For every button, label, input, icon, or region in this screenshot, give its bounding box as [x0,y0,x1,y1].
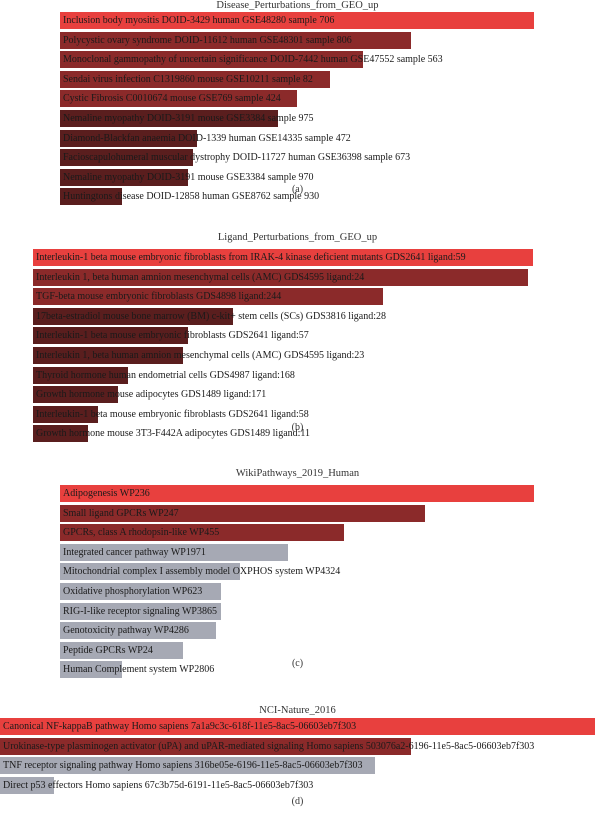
bar-label: Urokinase-type plasminogen activator (uP… [3,740,535,752]
bar [60,129,197,147]
bar [33,347,183,364]
bar [33,307,233,325]
bar-label: Peptide GPCRs WP24 [63,644,153,656]
bar-label: Interleukin-1 beta mouse embryonic fibro… [36,252,466,263]
bar [60,641,183,659]
bar-label: Genotoxicity pathway WP4286 [63,625,189,637]
bar [33,386,118,404]
bar-label: Cystic Fibrosis C0010674 mouse GSE769 sa… [63,93,281,105]
bar-label: Diamond-Blackfan anaemia DOID-1339 human… [63,132,351,144]
bar [60,31,411,49]
bar-label: RIG-I-like receptor signaling WP3865 [63,605,217,617]
bar [60,149,193,167]
bar-label: Monoclonal gammopathy of uncertain signi… [63,54,443,66]
panel-label: (c) [291,658,304,669]
bar [60,661,122,679]
bar [60,188,122,206]
bar-label: Mitochondrial complex I assembly model O… [63,566,341,578]
bar [33,288,383,306]
bar [60,524,344,542]
panel-label: (d) [291,796,304,807]
bar-label: Interleukin 1, beta human amnion mesench… [36,350,365,361]
bar [0,757,375,775]
bar [0,776,54,794]
bar-label: Oxidative phosphorylation WP623 [63,586,203,597]
bar [60,51,363,69]
bar-label: Growth hormone mouse 3T3-F442A adipocyte… [36,428,311,440]
bar [60,70,330,88]
chart-title: Ligand_Perturbations_from_GEO_up [217,232,378,243]
bar [60,12,534,29]
bar [33,268,528,286]
bar-label: Interleukin-1 beta mouse embryonic fibro… [36,408,309,420]
bar-label: GPCRs, class A rhodopsin-like WP455 [63,527,220,539]
bar-label: TGF-beta mouse embryonic fibroblasts GDS… [36,291,282,303]
bar-label: Human Complement system WP2806 [63,664,215,676]
bar [60,602,221,620]
bar-label: Huntingtons disease DOID-12858 human GSE… [63,191,320,203]
bar-label: Nemaline myopathy DOID-3191 mouse GSE338… [63,113,314,124]
bar [60,110,278,127]
bar-label: 17beta-estradiol mouse bone marrow (BM) … [36,310,387,322]
bar-label: Interleukin-1 beta mouse embryonic fibro… [36,330,309,342]
chart-title: WikiPathways_2019_Human [235,468,360,479]
bar-label: Small ligand GPCRs WP247 [63,507,179,519]
bar-label: Growth hormone mouse adipocytes GDS1489 … [36,389,267,401]
panel-label: (b) [291,422,304,433]
bar-label: Polycystic ovary syndrome DOID-11612 hum… [63,34,352,46]
bar-label: Direct p53 effectors Homo sapiens 67c3b7… [3,779,314,791]
bar-label: Facioscapulohumeral muscular dystrophy D… [63,152,411,164]
bar-label: Integrated cancer pathway WP1971 [63,546,206,558]
bar [33,425,88,443]
bar [60,563,240,581]
bar [33,327,188,345]
bar-label: Interleukin 1, beta human amnion mesench… [36,271,365,283]
bar-label: TNF receptor signaling pathway Homo sapi… [3,760,363,772]
bar [60,622,216,640]
bar-label: Canonical NF-kappaB pathway Homo sapiens… [3,721,357,732]
bar [60,583,221,600]
chart-title: NCI-Nature_2016 [259,705,336,716]
bar [60,90,297,108]
bar [33,405,98,423]
bar-label: Inclusion body myositis DOID-3429 human … [63,15,335,26]
bar [0,718,595,735]
bar-label: Adipogenesis WP236 [63,488,150,499]
bar [33,249,533,266]
chart-title: Disease_Perturbations_from_GEO_up [216,0,379,11]
bar-label: Thyroid hormone human endometrial cells … [36,369,295,381]
bar [60,543,288,561]
bar [60,168,188,186]
panel-label: (a) [291,184,304,195]
bar [33,366,128,384]
bar [60,485,534,502]
bar-label: Nemaline myopathy DOID-3191 mouse GSE338… [63,171,314,183]
bar [0,737,411,755]
bar-label: Sendai virus infection C1319860 mouse GS… [63,73,313,85]
bar [60,504,425,522]
